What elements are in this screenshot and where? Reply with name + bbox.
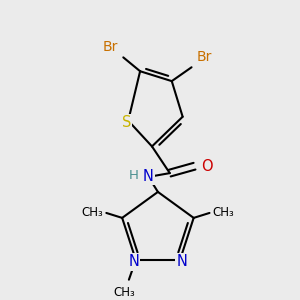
Text: S: S [122,115,131,130]
Text: Br: Br [103,40,118,55]
Text: Br: Br [197,50,212,64]
Text: N: N [128,254,139,269]
Text: CH₃: CH₃ [212,206,234,219]
Text: CH₃: CH₃ [113,286,135,299]
Text: H: H [129,169,139,182]
Text: N: N [177,254,188,269]
Text: CH₃: CH₃ [82,206,104,219]
Text: N: N [142,169,154,184]
Text: O: O [202,159,213,174]
